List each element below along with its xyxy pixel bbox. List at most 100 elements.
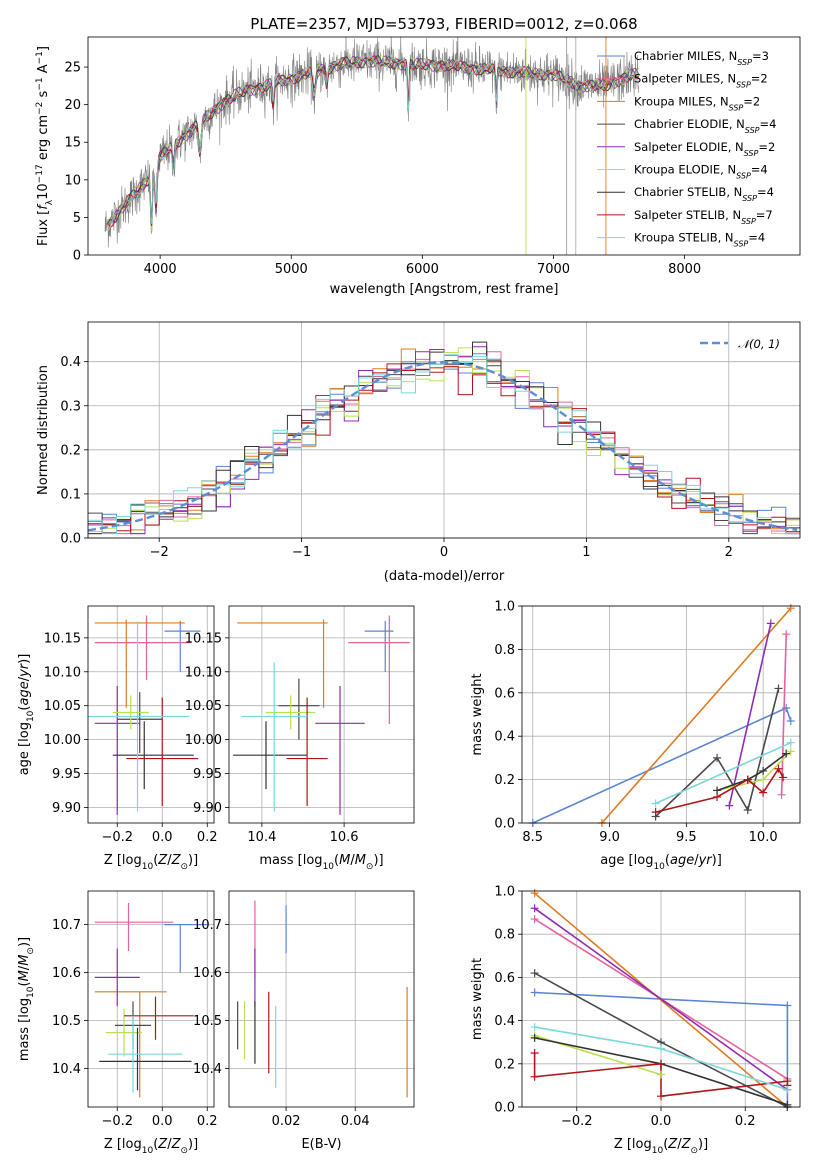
weight-marker <box>657 1044 665 1053</box>
weight-line <box>534 892 788 1107</box>
axes-frame <box>521 890 801 1108</box>
y-tick-label: 15 <box>64 136 81 151</box>
model-spectrum <box>107 55 640 231</box>
y-tick-label: 0.2 <box>494 773 515 788</box>
weight-marker <box>782 630 791 639</box>
weight-marker <box>759 766 768 775</box>
weight-marker <box>743 805 752 814</box>
x-tick-label: −2 <box>150 545 169 560</box>
spectrum-panel: 4000 5000 6000 7000 8000 0 5 10 15 20 25 PLATE=2357… <box>35 15 801 297</box>
mass-vs-Z-panel: −0.2 0.0 0.2 10.4 10.5 10.6 10.7 Z [log10(Z/Z⊙)… <box>17 890 218 1156</box>
y-tick-label: 10.00 <box>44 733 81 748</box>
x-tick-label: 0.04 <box>341 1114 370 1129</box>
spectrum-plot-area <box>104 37 640 255</box>
weight-line <box>728 623 772 806</box>
residual-histogram <box>88 363 800 535</box>
x-tick-label: 0.0 <box>651 1114 672 1129</box>
weight-marker <box>743 775 752 784</box>
y-tick-label: 25 <box>64 61 81 76</box>
x-tick-label: 0.02 <box>272 1114 301 1129</box>
x-tick-label: 10.4 <box>247 830 276 845</box>
y-tick-label: 10.05 <box>44 699 81 714</box>
age-vs-mass-plot-area <box>233 615 410 815</box>
x-tick-label: 9.0 <box>599 830 620 845</box>
y-tick-label: 10.10 <box>185 665 222 680</box>
weight-marker <box>777 790 786 799</box>
legend-label: Salpeter MILES, NSSP=2 <box>634 72 768 90</box>
y-tick-label: 0.0 <box>494 817 515 832</box>
model-spectrum <box>107 55 640 227</box>
weight-marker <box>774 764 783 773</box>
weight-marker <box>530 1033 539 1042</box>
weight-marker <box>783 1001 792 1010</box>
weight-line <box>532 706 792 823</box>
x-tick-label: 1 <box>582 545 590 560</box>
x-tick-label: 8000 <box>668 262 701 277</box>
y-tick-label: 0.6 <box>494 686 515 701</box>
weight-marker <box>779 773 788 782</box>
y-axis-label: mass [log10(M/M⊙)] <box>17 937 36 1061</box>
weight-line <box>534 907 788 1091</box>
x-axis-label: (data-model)/error <box>384 569 505 584</box>
legend-label: Chabrier MILES, NSSP=3 <box>634 49 769 67</box>
y-tick-label: 9.90 <box>52 801 81 816</box>
legend-label: Chabrier ELODIE, NSSP=4 <box>634 117 776 135</box>
x-tick-label: 0.2 <box>197 830 218 845</box>
weight-marker <box>725 801 734 810</box>
mass-vs-EBV-panel: 0.02 0.04 10.4 10.5 10.6 10.7 E(B-V) <box>193 890 415 1152</box>
axes-frame <box>228 605 415 824</box>
x-axis-label: Z [log10(Z/Z⊙)] <box>104 853 198 872</box>
y-tick-label: 10.5 <box>193 1014 222 1029</box>
x-axis-label: mass [log10(M/M⊙)] <box>259 853 383 872</box>
x-axis-label: Z [log10(Z/Z⊙)] <box>614 1137 708 1156</box>
y-tick-label: 9.95 <box>193 767 222 782</box>
x-tick-label: −0.2 <box>561 1114 593 1129</box>
axes-frame <box>87 36 801 256</box>
y-axis-label: mass weight <box>470 958 485 1040</box>
x-axis-label: age [log10(age/yr)] <box>600 853 722 872</box>
legend-label: Kroupa ELODIE, NSSP=4 <box>634 163 768 181</box>
y-tick-label: 10.7 <box>193 918 222 933</box>
y-tick-label: 10.4 <box>193 1062 222 1077</box>
y-tick-label: 10 <box>64 173 81 188</box>
weight-line <box>601 607 792 823</box>
weight-marker <box>782 703 791 712</box>
x-tick-label: 10.0 <box>749 830 778 845</box>
x-tick-label: −0.2 <box>101 1114 133 1129</box>
weight-marker <box>786 738 795 747</box>
legend-label: Kroupa STELIB, NSSP=4 <box>634 231 765 249</box>
x-tick-label: 9.5 <box>676 830 697 845</box>
weight-marker <box>759 788 768 797</box>
x-tick-label: 6000 <box>406 262 439 277</box>
axes-frame <box>87 890 215 1108</box>
weight-marker <box>530 1072 539 1081</box>
axes-frame <box>228 890 415 1108</box>
x-tick-label: 0.0 <box>152 830 173 845</box>
y-tick-label: 0.3 <box>60 399 81 414</box>
weight-line <box>655 741 792 805</box>
age-vs-Z-panel: −0.2 0.0 0.2 9.90 9.95 10.00 10.05 10.10 10.15 Z … <box>17 605 218 872</box>
weight-line <box>716 752 787 792</box>
y-tick-label: 9.90 <box>193 801 222 816</box>
y-axis-label: Flux [fλ10−17 erg cm−2 s−1 A−1] <box>35 46 55 246</box>
weight-marker <box>657 1092 665 1101</box>
x-axis-label: Z [log10(Z/Z⊙)] <box>104 1137 198 1156</box>
weight-vs-Z-panel: −0.2 0.0 0.2 0.0 0.2 0.4 0.6 0.8 1.0 Z [log10(Z/Z… <box>470 885 801 1156</box>
y-tick-label: 10.00 <box>185 733 222 748</box>
y-tick-label: 10.7 <box>52 918 81 933</box>
y-axis-label: mass weight <box>470 673 485 755</box>
y-tick-label: 0.1 <box>60 487 81 502</box>
weight-marker <box>530 1049 539 1057</box>
y-tick-label: 10.05 <box>185 699 222 714</box>
weight-marker <box>657 1070 665 1079</box>
y-tick-label: 1.0 <box>494 885 515 900</box>
weight-marker <box>530 969 539 978</box>
y-axis-label: Normed distribution <box>36 365 51 495</box>
x-tick-label: 0.2 <box>197 1114 218 1129</box>
legend-label: Salpeter ELODIE, NSSP=2 <box>634 140 775 158</box>
x-tick-label: 4000 <box>144 262 177 277</box>
weight-marker <box>786 717 795 726</box>
weight-marker <box>782 749 791 758</box>
axes-frame <box>87 321 801 539</box>
x-tick-label: 0 <box>440 545 448 560</box>
